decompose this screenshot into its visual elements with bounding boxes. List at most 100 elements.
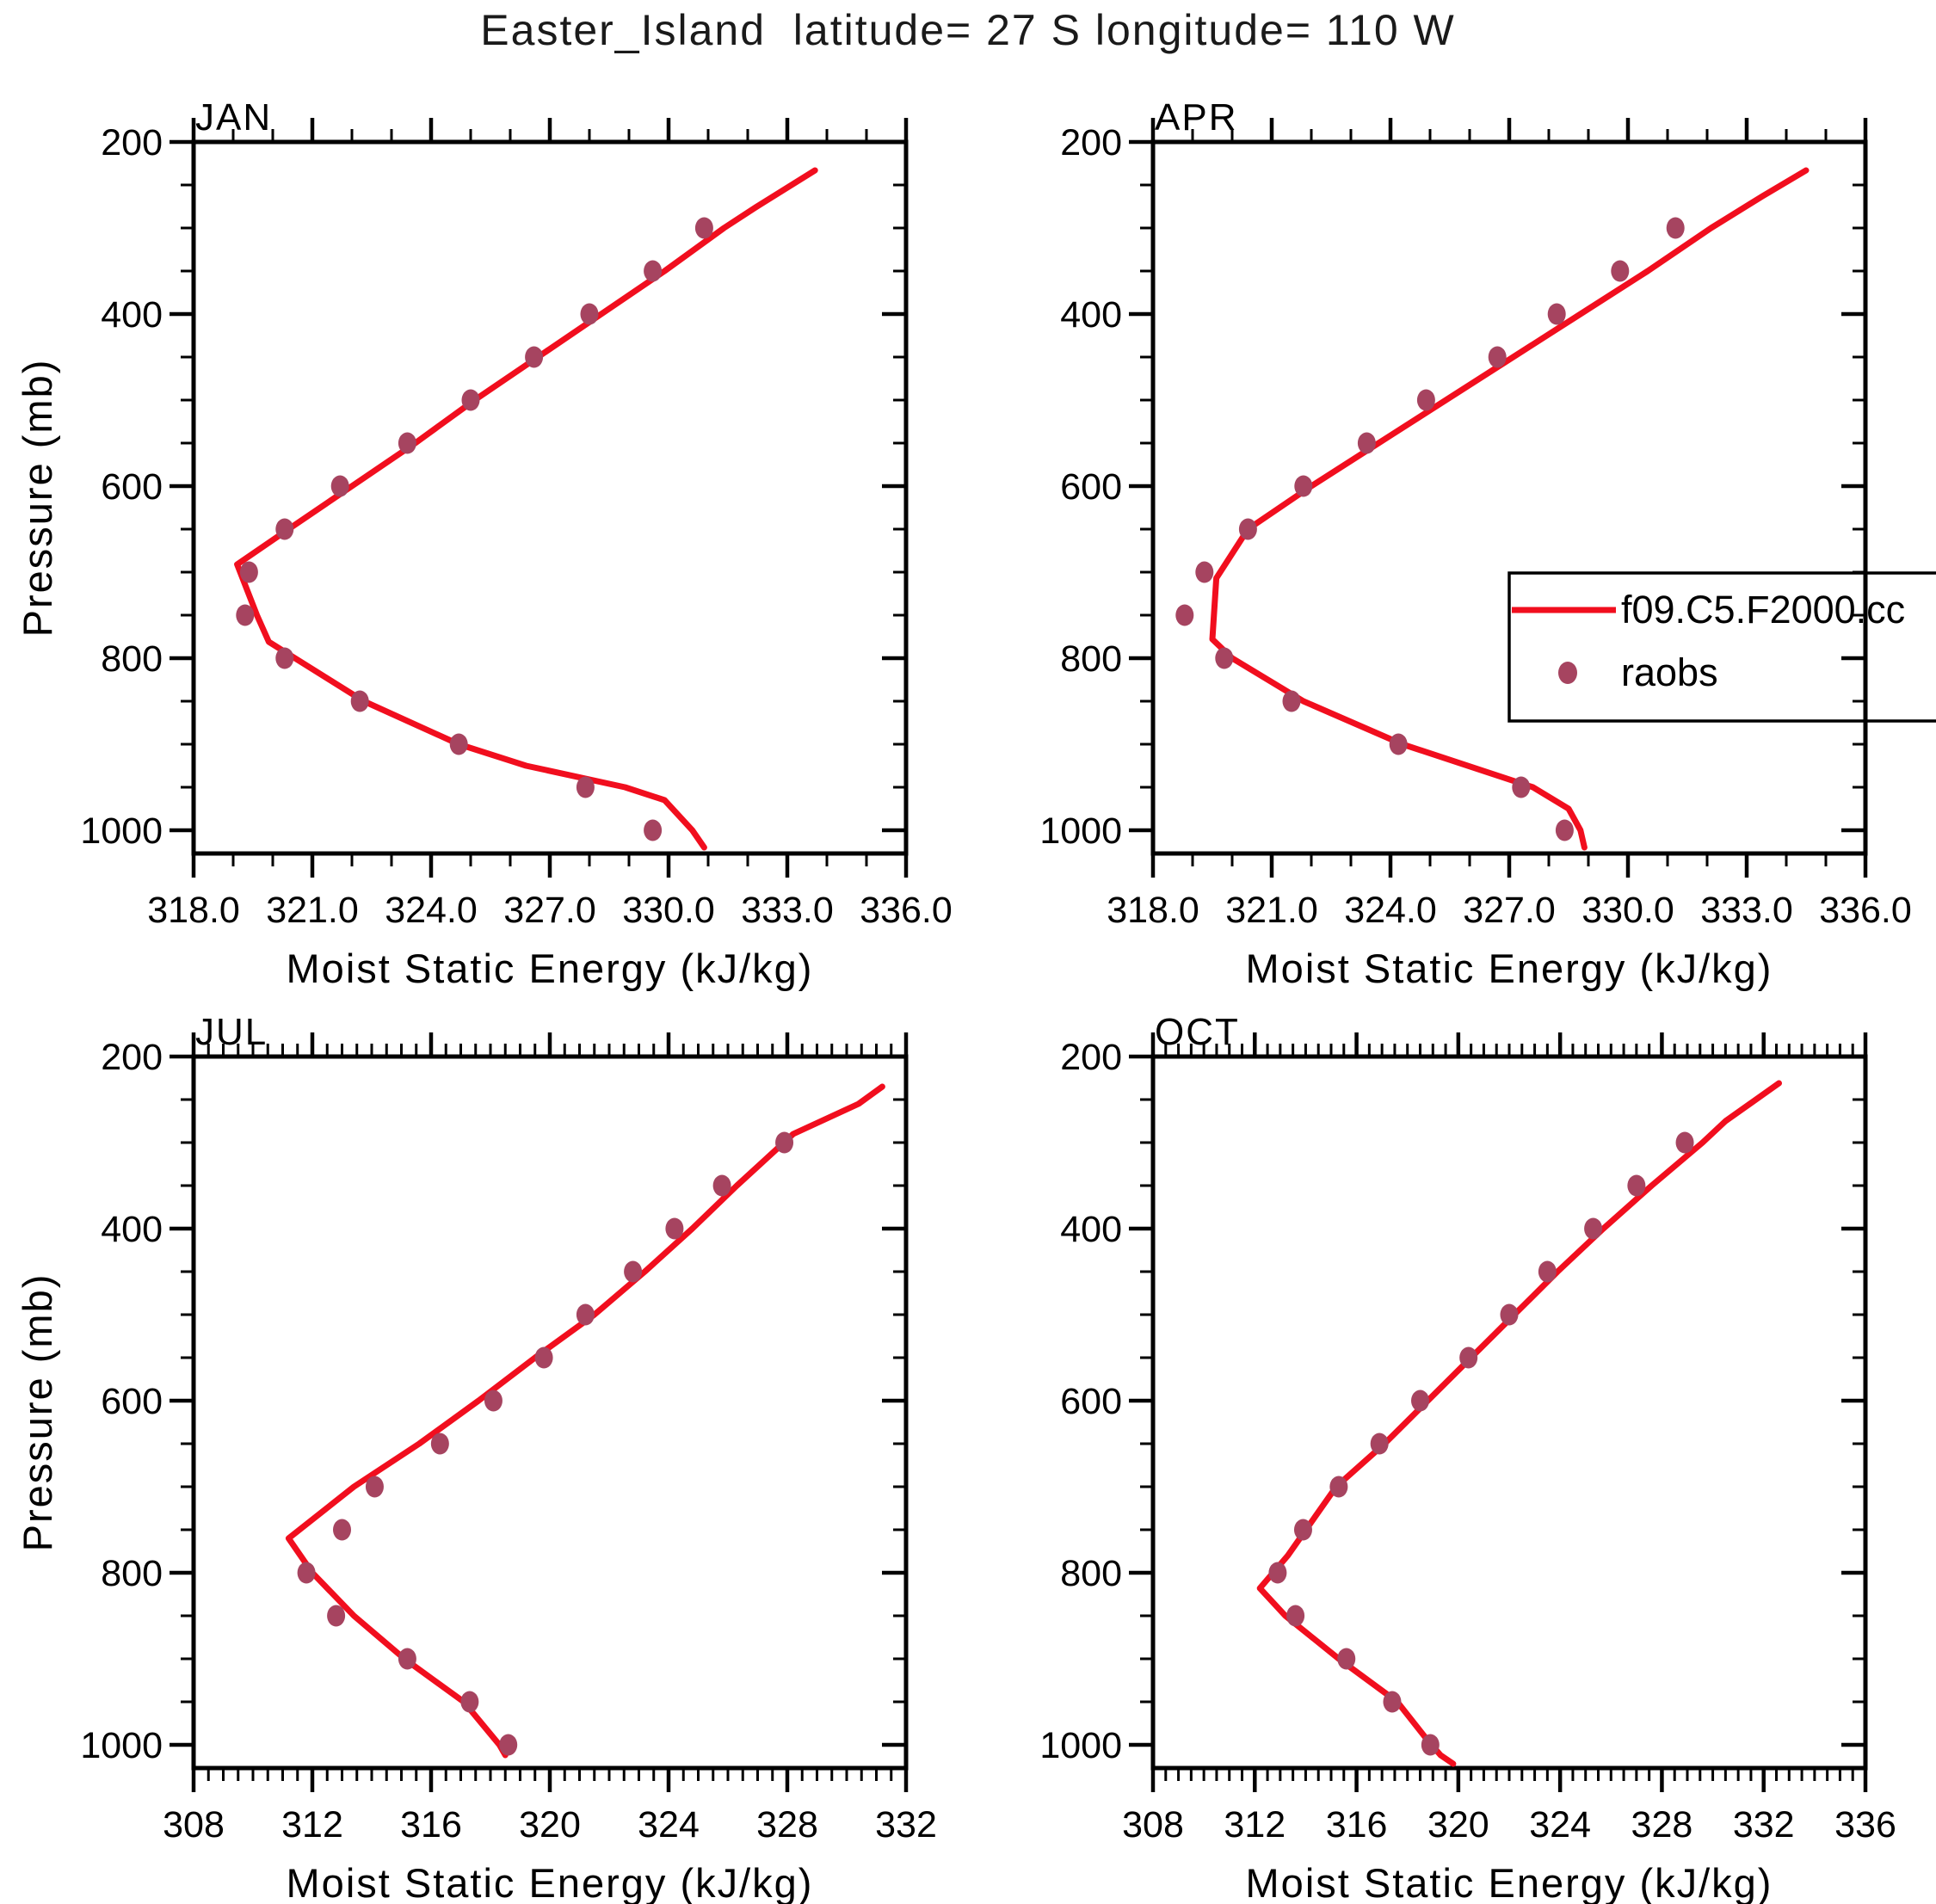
- raobs-dot: [1294, 475, 1313, 497]
- raobs-dot: [1215, 647, 1234, 669]
- raobs-dot: [1293, 1519, 1312, 1541]
- raobs-dot: [1611, 260, 1630, 282]
- raobs-dot: [624, 1260, 643, 1283]
- raobs-dot: [1411, 1389, 1429, 1412]
- plot-border: [191, 139, 909, 856]
- y-tick-label: 200: [101, 122, 163, 163]
- y-tick-label: 1000: [1039, 810, 1122, 852]
- raobs-dot: [525, 346, 544, 368]
- raobs-dot: [1547, 303, 1566, 325]
- raobs-dot: [1268, 1562, 1287, 1584]
- y-tick-label: 400: [1060, 1209, 1122, 1250]
- y-tick-label: 400: [101, 294, 163, 336]
- raobs-dot: [275, 518, 294, 540]
- panel-apr: 318.0 321.0 324.0 327.0 330.0 333.0 336.0 200 40…: [1039, 96, 1911, 991]
- plot-border: [1150, 139, 1868, 856]
- raobs-dot: [333, 1519, 351, 1541]
- model-line: [1209, 167, 1810, 851]
- x-tick-label: 327.0: [503, 890, 596, 931]
- raobs-dot: [1421, 1734, 1440, 1756]
- raobs-dot: [461, 389, 480, 411]
- raobs-dot: [534, 1346, 553, 1369]
- y-tick-label: 200: [1060, 1037, 1122, 1078]
- raobs-dot: [1500, 1303, 1519, 1326]
- x-axis-label: Moist Static Energy (kJ/kg): [1246, 946, 1773, 991]
- legend-label-model: f09.C5.F2000.cc: [1621, 588, 1905, 632]
- panel-oct: 308 312 316 320 324 328 332 336 200 400 600 800 1000…: [1039, 1011, 1896, 1904]
- raobs-dot: [712, 1174, 731, 1197]
- y-axis-label: Pressure (mb): [15, 359, 60, 638]
- x-tick-label: 308: [1122, 1804, 1184, 1845]
- raobs-dot: [1195, 561, 1214, 583]
- raobs-dot: [1666, 217, 1685, 239]
- y-tick-label: 1000: [80, 1725, 163, 1766]
- x-tick-label: 318.0: [147, 890, 240, 931]
- raobs-dot: [1175, 604, 1194, 626]
- x-tick-label: 332: [875, 1804, 937, 1845]
- raobs-dot: [580, 303, 599, 325]
- panel-title: JUL: [195, 1011, 268, 1053]
- raobs-dot: [460, 1691, 479, 1713]
- y-tick-label: 1000: [1039, 1725, 1122, 1766]
- y-tick-label: 200: [101, 1037, 163, 1078]
- raobs-dot: [236, 604, 255, 626]
- raobs-dot: [330, 475, 349, 497]
- raobs-dot: [1584, 1217, 1603, 1240]
- raobs-dot: [644, 260, 663, 282]
- raobs-dot: [1627, 1174, 1646, 1197]
- raobs-dot: [1282, 690, 1301, 712]
- raobs-dot: [327, 1605, 346, 1627]
- raobs-dot: [1337, 1648, 1356, 1670]
- raobs-dot: [576, 1303, 595, 1326]
- raobs-dot: [275, 647, 294, 669]
- raobs-dot: [576, 776, 595, 798]
- panel-title: APR: [1155, 96, 1237, 139]
- x-tick-label: 324.0: [385, 890, 478, 931]
- y-tick-label: 1000: [80, 810, 163, 852]
- y-tick-label: 800: [1060, 638, 1122, 680]
- raobs-dot: [398, 1648, 416, 1670]
- x-tick-label: 333.0: [1700, 890, 1793, 931]
- raobs-dot: [1488, 346, 1507, 368]
- x-axis-label: Moist Static Energy (kJ/kg): [287, 946, 814, 991]
- y-axis-label: Pressure (mb): [15, 1273, 60, 1552]
- x-tick-label: 324: [1529, 1804, 1591, 1845]
- x-tick-label: 321.0: [1225, 890, 1318, 931]
- raobs-dot: [398, 432, 416, 454]
- y-tick-label: 400: [101, 1209, 163, 1250]
- raobs-dot: [1416, 389, 1435, 411]
- raobs-dot: [1357, 432, 1376, 454]
- x-tick-label: 330.0: [1581, 890, 1674, 931]
- raobs-dot: [1459, 1346, 1478, 1369]
- raobs-dot: [449, 733, 468, 755]
- x-tick-label: 336.0: [1819, 890, 1912, 931]
- model-line: [285, 1083, 885, 1759]
- raobs-dot: [365, 1476, 384, 1498]
- x-tick-label: 324: [638, 1804, 700, 1845]
- y-tick-label: 800: [1060, 1553, 1122, 1594]
- y-tick-label: 200: [1060, 122, 1122, 163]
- raobs-dot: [1512, 776, 1531, 798]
- y-tick-label: 600: [101, 1381, 163, 1422]
- x-tick-label: 336.0: [860, 890, 953, 931]
- panel-title: OCT: [1155, 1011, 1240, 1053]
- y-tick-label: 600: [1060, 466, 1122, 508]
- raobs-dot: [499, 1734, 518, 1756]
- x-tick-label: 336: [1834, 1804, 1896, 1845]
- x-tick-label: 332: [1733, 1804, 1795, 1845]
- y-tick-label: 800: [101, 638, 163, 680]
- x-tick-label: 328: [1631, 1804, 1693, 1845]
- raobs-dot: [239, 561, 258, 583]
- y-tick-label: 600: [1060, 1381, 1122, 1422]
- raobs-dot: [297, 1562, 316, 1584]
- raobs-dot: [1538, 1260, 1557, 1283]
- x-tick-label: 308: [163, 1804, 225, 1845]
- panel-jul: 308 312 316 320 324 328 332 200 400 600 800 1000 JUL…: [80, 1011, 937, 1904]
- x-tick-label: 330.0: [622, 890, 715, 931]
- raobs-dot: [1286, 1605, 1305, 1627]
- x-tick-label: 312: [281, 1804, 343, 1845]
- raobs-dot: [694, 217, 713, 239]
- x-tick-label: 320: [1427, 1804, 1489, 1845]
- raobs-dot: [350, 690, 369, 712]
